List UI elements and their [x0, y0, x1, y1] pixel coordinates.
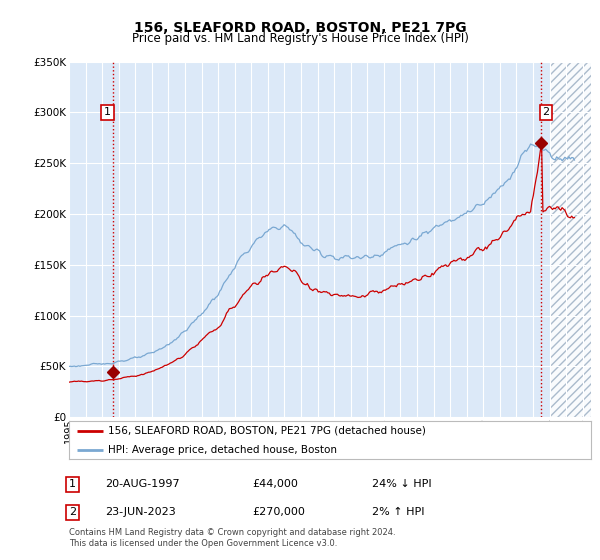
Text: 1: 1 — [69, 479, 76, 489]
Bar — [550, 62, 591, 417]
Text: 2: 2 — [542, 108, 550, 118]
Text: 23-JUN-2023: 23-JUN-2023 — [105, 507, 176, 517]
Text: £44,000: £44,000 — [252, 479, 298, 489]
Text: £270,000: £270,000 — [252, 507, 305, 517]
Bar — [550, 62, 591, 417]
Text: Price paid vs. HM Land Registry's House Price Index (HPI): Price paid vs. HM Land Registry's House … — [131, 32, 469, 45]
Text: Contains HM Land Registry data © Crown copyright and database right 2024.
This d: Contains HM Land Registry data © Crown c… — [69, 528, 395, 548]
Text: 24% ↓ HPI: 24% ↓ HPI — [372, 479, 431, 489]
Text: HPI: Average price, detached house, Boston: HPI: Average price, detached house, Bost… — [108, 445, 337, 455]
Text: 1: 1 — [104, 108, 111, 118]
Text: 20-AUG-1997: 20-AUG-1997 — [105, 479, 179, 489]
Text: 2% ↑ HPI: 2% ↑ HPI — [372, 507, 425, 517]
Text: 156, SLEAFORD ROAD, BOSTON, PE21 7PG (detached house): 156, SLEAFORD ROAD, BOSTON, PE21 7PG (de… — [108, 426, 426, 436]
Text: 2: 2 — [69, 507, 76, 517]
Text: 156, SLEAFORD ROAD, BOSTON, PE21 7PG: 156, SLEAFORD ROAD, BOSTON, PE21 7PG — [134, 21, 466, 35]
